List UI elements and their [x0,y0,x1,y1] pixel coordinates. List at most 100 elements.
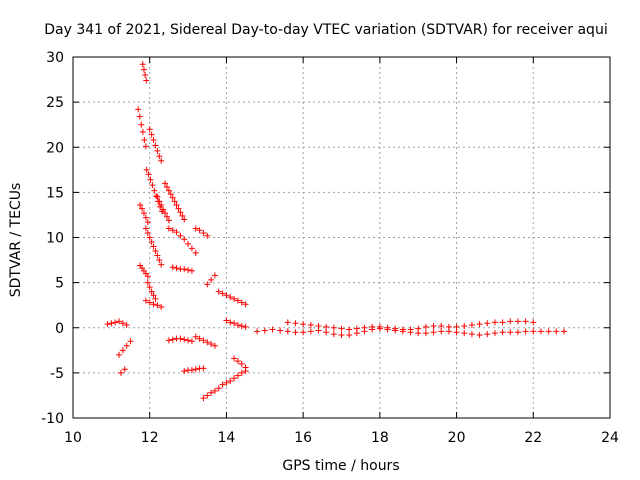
data-point [476,331,483,338]
data-point [323,329,330,336]
data-point [143,166,150,173]
y-tick-label: 10 [46,231,64,247]
data-point [399,326,406,333]
data-point [188,367,195,374]
data-point [292,329,299,336]
data-point [461,330,468,337]
data-point [292,320,299,327]
data-point [484,331,491,338]
data-point [165,187,172,194]
data-point [560,328,567,335]
data-point [144,219,151,226]
data-point [545,328,552,335]
data-point [123,342,130,349]
data-point [163,213,170,220]
data-point [188,338,195,345]
data-point [453,329,460,336]
data-point [171,198,178,205]
data-point [507,329,514,336]
data-point [181,368,188,375]
data-point [238,360,245,367]
data-point [142,297,149,304]
data-point [307,328,314,335]
y-tick-label: -5 [50,366,64,382]
data-point [121,366,128,373]
data-point [165,225,172,232]
data-point [415,325,422,332]
data-point [142,72,149,79]
data-point [234,372,241,379]
data-point [154,193,161,200]
data-point [369,323,376,330]
data-point [537,328,544,335]
data-point [146,126,153,133]
series-sat-u [192,333,218,349]
data-point [116,351,123,358]
data-point [188,245,195,252]
data-point [200,229,207,236]
data-point [169,264,176,271]
x-tick-label: 12 [141,430,159,446]
series-sat-e [137,202,151,226]
series-sat-x [219,368,249,388]
y-tick-label: 30 [46,50,64,66]
series-sat-h [144,279,159,302]
data-point [491,319,498,326]
data-point [116,318,123,325]
data-point [242,364,249,371]
data-point [143,77,150,84]
data-point [553,328,560,335]
data-point [139,205,146,212]
data-point [242,301,249,308]
data-point [188,267,195,274]
data-point [484,320,491,327]
data-point [530,319,537,326]
data-point [169,336,176,343]
data-point [284,328,291,335]
data-point [204,232,211,239]
data-point [150,301,157,308]
data-point [196,227,203,234]
data-point [163,183,170,190]
data-point [277,327,284,334]
data-point [154,302,161,309]
series-sat-l [169,264,195,274]
data-point [227,294,234,301]
data-point [384,324,391,331]
data-point [227,319,234,326]
data-point [330,324,337,331]
data-point [330,331,337,338]
data-point [238,322,245,329]
data-point [158,303,165,310]
data-point [117,369,124,376]
data-point [208,276,215,283]
data-point [181,216,188,223]
data-point [173,229,180,236]
data-point [165,217,172,224]
data-point [215,288,222,295]
data-point [165,337,172,344]
data-point [141,137,148,144]
data-point [177,209,184,216]
data-point [142,143,149,150]
series-sat-ab [284,318,537,333]
series-sat-p [142,297,165,310]
data-point [208,389,215,396]
data-point [514,318,521,325]
data-point [144,279,151,286]
data-point [153,192,160,199]
data-point [185,240,192,247]
data-point [204,392,211,399]
data-point [156,153,163,160]
data-point [158,261,165,268]
data-point [192,366,199,373]
series-sat-r [116,338,134,358]
data-point [175,205,182,212]
data-point [430,329,437,336]
data-point [152,142,159,149]
series-sat-n [215,288,249,308]
chart-title: Day 341 of 2021, Sidereal Day-to-day VTE… [44,22,607,38]
data-point [307,322,314,329]
data-point [530,328,537,335]
